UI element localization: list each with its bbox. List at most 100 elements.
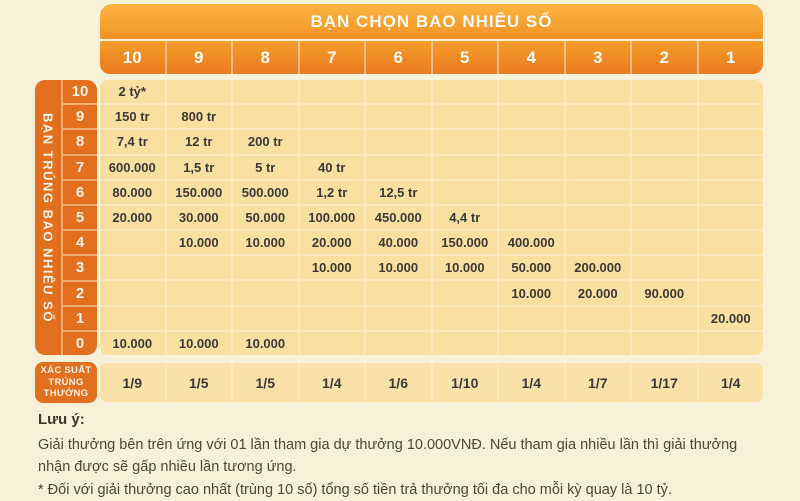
probability-cell-pick10: 1/9 — [100, 363, 165, 402]
choose-numbers-title: BẠN CHỌN BAO NHIÊU SỐ — [310, 11, 553, 31]
column-header-8: 8 — [231, 41, 298, 74]
prize-cell-hit2-pick6 — [366, 281, 431, 305]
prize-cell-hit10-pick7 — [299, 80, 364, 104]
prize-cell-hit8-pick10: 7,4 tr — [100, 130, 165, 154]
prize-cell-hit4-pick6: 40.000 — [366, 231, 431, 255]
prize-cell-hit0-pick6 — [366, 331, 431, 355]
prize-cell-hit4-pick7: 20.000 — [299, 231, 364, 255]
prize-cell-hit6-pick7: 1,2 tr — [299, 180, 364, 204]
prize-cell-hit7-pick7: 40 tr — [299, 155, 364, 179]
row-header-10: 10 — [71, 83, 89, 101]
prize-cell-hit7-pick8: 5 tr — [233, 155, 298, 179]
prize-cell-hit2-pick8 — [233, 281, 298, 305]
row-header-1: 1 — [63, 304, 97, 330]
prize-cell-hit6-pick8: 500.000 — [233, 180, 298, 204]
prize-cell-hit4-pick9: 10.000 — [166, 231, 231, 255]
prize-cell-hit8-pick4 — [499, 130, 564, 154]
prize-cell-hit6-pick3 — [565, 180, 630, 204]
prize-cell-hit5-pick2 — [632, 205, 697, 230]
prize-cell-hit7-pick4 — [499, 155, 564, 179]
column-header-9: 9 — [164, 41, 232, 74]
row-header-0: 0 — [63, 329, 97, 355]
prize-cell-hit7-pick2 — [632, 155, 697, 179]
prize-cell-hit5-pick10: 20.000 — [100, 205, 165, 230]
prize-cell-hit8-pick6 — [366, 130, 431, 154]
prize-cell-hit3-pick1 — [698, 256, 763, 280]
prize-cell-hit9-pick2 — [632, 105, 697, 129]
column-header-5: 5 — [430, 41, 498, 74]
column-header-10: 10 — [122, 47, 142, 67]
prize-cell-hit9-pick1 — [698, 105, 763, 129]
prize-cell-hit3-pick7: 10.000 — [299, 256, 364, 280]
prize-cell-hit9-pick9: 800 tr — [166, 105, 231, 129]
prize-cell-hit9-pick4 — [499, 105, 564, 129]
probability-cell-pick2: 1/17 — [632, 363, 697, 402]
column-header-4: 4 — [497, 41, 564, 74]
probability-cell-pick3: 1/7 — [565, 363, 630, 402]
prize-cell-hit1-pick6 — [366, 306, 431, 330]
prize-cell-hit2-pick3: 20.000 — [565, 281, 630, 305]
hit-numbers-axis: BẠN TRÚNG BAO NHIÊU SỐ 10 9 8 7 6 5 4 3 2 1 0 — [35, 80, 97, 355]
notes-title: Lưu ý: — [38, 411, 85, 428]
prize-cell-hit4-pick3 — [565, 231, 630, 255]
row-header-6: 6 — [63, 178, 97, 204]
prize-cell-hit7-pick9: 1,5 tr — [166, 155, 231, 179]
prize-cell-hit4-pick8: 10.000 — [233, 231, 298, 255]
prize-cell-hit10-pick8 — [233, 80, 298, 104]
prize-cell-hit0-pick3 — [565, 331, 630, 355]
prize-cell-hit8-pick9: 12 tr — [166, 130, 231, 154]
prize-cell-hit1-pick2 — [632, 306, 697, 330]
notes-section: Lưu ý: Giải thưởng bên trên ứng với 01 l… — [38, 409, 768, 501]
prize-cell-hit10-pick2 — [632, 80, 697, 104]
prize-cell-hit7-pick1 — [698, 155, 763, 179]
prize-cell-hit8-pick2 — [632, 130, 697, 154]
probability-label-line3: THƯỞNG — [43, 388, 89, 400]
prize-cell-hit6-pick2 — [632, 180, 697, 204]
prize-cell-hit3-pick10 — [100, 256, 165, 280]
prize-cell-hit6-pick9: 150.000 — [166, 180, 231, 204]
probability-cell-pick1: 1/4 — [698, 363, 763, 402]
prize-cell-hit0-pick1 — [698, 331, 763, 355]
prize-cell-hit6-pick1 — [698, 180, 763, 204]
prize-cell-hit1-pick10 — [100, 306, 165, 330]
prize-cell-hit3-pick4: 50.000 — [499, 256, 564, 280]
prize-cell-hit10-pick5 — [432, 80, 497, 104]
prize-cell-hit1-pick4 — [499, 306, 564, 330]
prize-cell-hit1-pick7 — [299, 306, 364, 330]
prize-cell-hit2-pick5 — [432, 281, 497, 305]
probability-label-line2: TRÚNG — [48, 376, 84, 388]
prize-cell-hit1-pick9 — [166, 306, 231, 330]
prize-cell-hit6-pick4 — [499, 180, 564, 204]
prize-cell-hit10-pick6 — [366, 80, 431, 104]
prize-cell-hit10-pick10: 2 tỷ* — [100, 80, 165, 104]
notes-body: Giải thưởng bên trên ứng với 01 lần tham… — [38, 436, 738, 475]
prize-cell-hit2-pick1 — [698, 281, 763, 305]
prize-cell-hit9-pick3 — [565, 105, 630, 129]
prize-cell-hit1-pick5 — [432, 306, 497, 330]
prize-cell-hit3-pick5: 10.000 — [432, 256, 497, 280]
prize-cell-hit10-pick9 — [166, 80, 231, 104]
prize-cell-hit6-pick10: 80.000 — [100, 180, 165, 204]
probability-cell-pick4: 1/4 — [499, 363, 564, 402]
choose-numbers-header: BẠN CHỌN BAO NHIÊU SỐ — [100, 4, 763, 39]
prize-cell-hit0-pick2 — [632, 331, 697, 355]
row-header-9: 9 — [63, 103, 97, 128]
prize-cell-hit5-pick9: 30.000 — [166, 205, 231, 230]
notes-star: * Đối với giải thưởng cao nhất (trùng 10… — [38, 481, 672, 498]
prize-cell-hit7-pick5 — [432, 155, 497, 179]
prize-cell-hit6-pick5 — [432, 180, 497, 204]
prize-cell-hit3-pick8 — [233, 256, 298, 280]
row-header-5: 5 — [63, 203, 97, 229]
probability-label: XÁC SUẤT TRÚNG THƯỞNG — [35, 362, 97, 403]
prize-cell-hit4-pick4: 400.000 — [499, 231, 564, 255]
probability-cell-pick8: 1/5 — [233, 363, 298, 402]
prize-cell-hit5-pick3 — [565, 205, 630, 230]
probability-row: 1/9 1/5 1/5 1/4 1/6 1/10 1/4 1/7 1/17 1/4 — [100, 363, 763, 402]
column-header-row: 10 9 8 7 6 5 4 3 2 1 — [100, 41, 763, 74]
column-header-2: 2 — [630, 41, 697, 74]
hit-axis-label: BẠN TRÚNG BAO NHIÊU SỐ — [40, 112, 56, 323]
prize-cell-hit5-pick4 — [499, 205, 564, 230]
probability-label-line1: XÁC SUẤT — [40, 365, 92, 377]
prize-cell-hit4-pick2 — [632, 231, 697, 255]
prize-cell-hit9-pick5 — [432, 105, 497, 129]
